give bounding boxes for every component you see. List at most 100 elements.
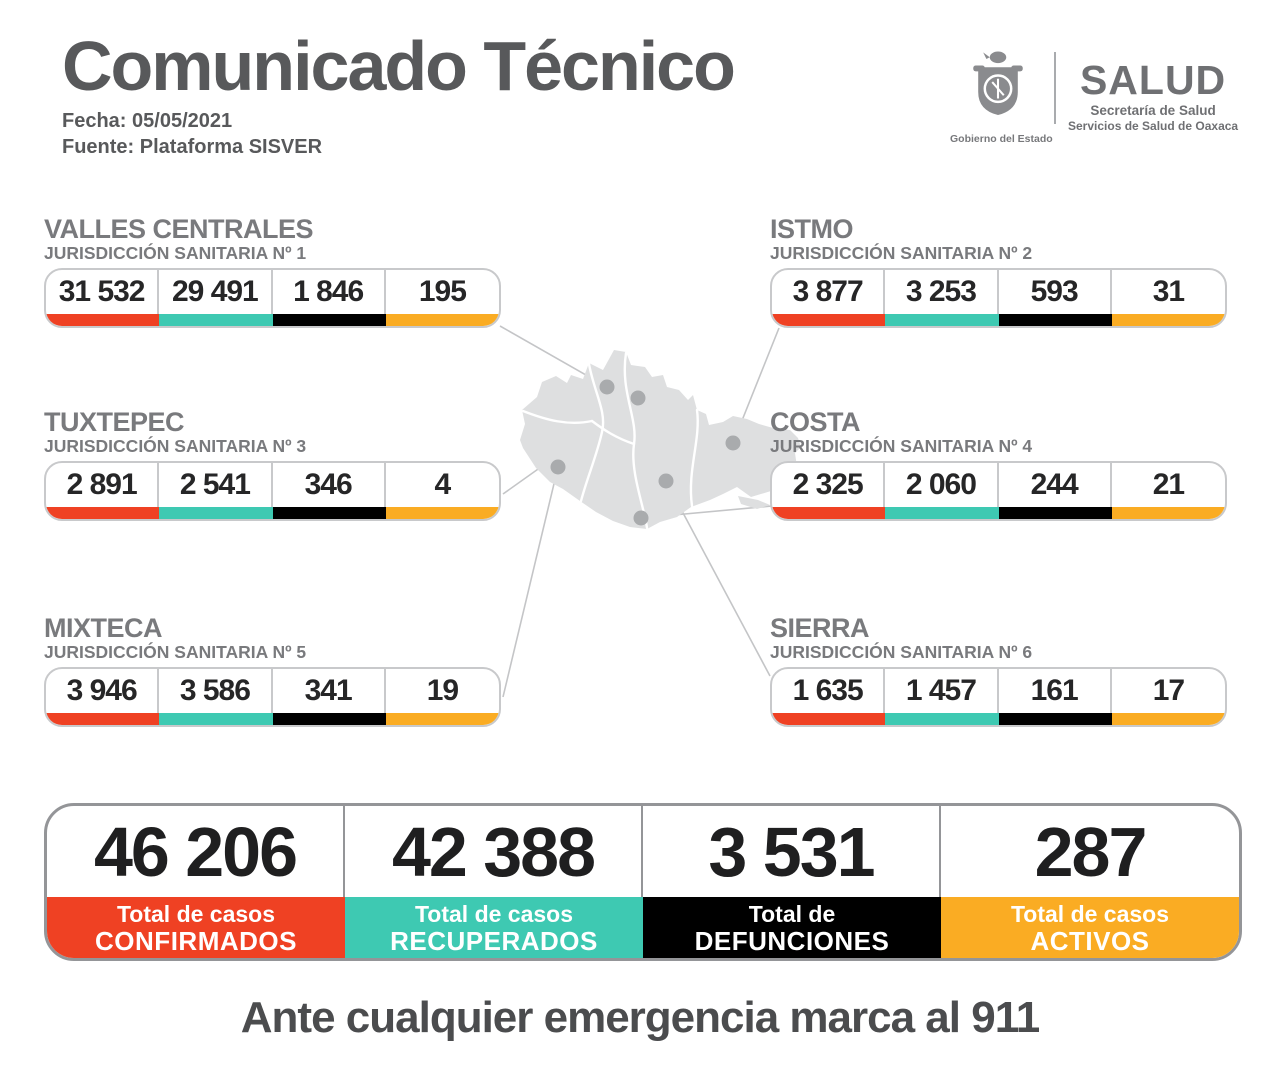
total-active-label: Total de casos ACTIVOS <box>941 897 1239 958</box>
map-connector-lines <box>499 325 780 698</box>
logo-subtitle-2: Servicios de Salud de Oaxaca <box>1068 119 1239 133</box>
total-active-value: 287 <box>1034 812 1148 891</box>
total-deaths: 3 531 Total de DEFUNCIONES <box>643 806 941 958</box>
lagoon-shape <box>738 496 770 509</box>
recovered-strip <box>159 713 273 725</box>
totals-bar: 46 206 Total de casos CONFIRMADOS 42 388… <box>44 803 1242 961</box>
state-shape <box>520 350 801 529</box>
stat-recovered: 3 253 <box>885 270 999 326</box>
stat-active: 21 <box>1111 463 1225 519</box>
stat-deaths: 593 <box>998 270 1112 326</box>
logo-text: SALUD Secretaría de Salud Servicios de S… <box>1068 48 1238 145</box>
recovered-strip <box>159 507 273 519</box>
map-marker-mixteca <box>550 459 566 475</box>
stat-deaths: 346 <box>272 463 386 519</box>
map-marker-costa <box>633 510 649 526</box>
region-jurisdiction: JURISDICCIÓN SANITARIA Nº 5 <box>44 642 307 662</box>
stat-deaths: 161 <box>998 669 1112 725</box>
stat-confirmed: 3 877 <box>772 270 886 326</box>
confirmed-strip <box>46 507 160 519</box>
map-marker-valles-centrales <box>599 379 615 395</box>
recovered-strip <box>885 507 999 519</box>
stat-active: 17 <box>1111 669 1225 725</box>
region-tuxtepec: TUXTEPEC JURISDICCIÓN SANITARIA Nº 3 2 8… <box>44 408 501 521</box>
page-title: Comunicado Técnico <box>62 27 736 105</box>
active-strip <box>385 507 499 519</box>
deaths-strip <box>998 507 1112 519</box>
region-jurisdiction: JURISDICCIÓN SANITARIA Nº 1 <box>44 243 307 263</box>
stat-active: 31 <box>1111 270 1225 326</box>
total-recovered: 42 388 Total de casos RECUPERADOS <box>345 806 643 958</box>
region-stats: 2 891 2 541 346 4 <box>44 461 501 521</box>
salud-wordmark: SALUD <box>1079 57 1227 103</box>
total-recovered-value: 42 388 <box>345 806 643 897</box>
total-confirmed: 46 206 Total de casos CONFIRMADOS <box>47 806 345 958</box>
total-active: 287 Total de casos ACTIVOS <box>941 806 1239 958</box>
stat-confirmed: 2 891 <box>46 463 160 519</box>
jurisdiction-borders <box>521 351 699 530</box>
map-marker-sierra <box>658 473 674 489</box>
confirmed-strip <box>772 507 886 519</box>
map-marker-istmo <box>725 435 741 451</box>
region-jurisdiction: JURISDICCIÓN SANITARIA Nº 6 <box>770 642 1033 662</box>
region-jurisdiction: JURISDICCIÓN SANITARIA Nº 4 <box>770 436 1033 456</box>
stat-confirmed: 1 635 <box>772 669 886 725</box>
region-costa: COSTA JURISDICCIÓN SANITARIA Nº 4 2 325 … <box>770 408 1227 521</box>
stat-active: 19 <box>385 669 499 725</box>
total-deaths-value: 3 531 <box>643 806 941 897</box>
government-label: Gobierno del Estado <box>950 133 1053 145</box>
stat-recovered: 3 586 <box>159 669 273 725</box>
confirmed-strip <box>46 314 160 326</box>
region-stats: 2 325 2 060 244 21 <box>770 461 1227 521</box>
region-valles-centrales: VALLES CENTRALES JURISDICCIÓN SANITARIA … <box>44 215 501 328</box>
deaths-strip <box>272 507 386 519</box>
active-strip <box>1111 713 1225 725</box>
region-name: TUXTEPEC <box>44 407 185 437</box>
stat-deaths: 1 846 <box>272 270 386 326</box>
header: Comunicado Técnico Fecha: 05/05/2021 Fue… <box>62 27 736 160</box>
recovered-strip <box>159 314 273 326</box>
recovered-strip <box>885 314 999 326</box>
stat-confirmed: 31 532 <box>46 270 160 326</box>
map-marker-tuxtepec <box>630 390 646 406</box>
total-recovered-label: Total de casos RECUPERADOS <box>345 897 643 958</box>
deaths-strip <box>998 314 1112 326</box>
stat-recovered: 2 541 <box>159 463 273 519</box>
region-name: MIXTECA <box>44 613 163 643</box>
total-confirmed-value: 46 206 <box>47 806 345 897</box>
deaths-strip <box>272 314 386 326</box>
region-stats: 1 635 1 457 161 17 <box>770 667 1227 727</box>
region-jurisdiction: JURISDICCIÓN SANITARIA Nº 3 <box>44 436 307 456</box>
emergency-message: Ante cualquier emergencia marca al 911 <box>240 993 1040 1042</box>
report-date: Fecha: 05/05/2021 <box>62 110 233 132</box>
stat-deaths: 341 <box>272 669 386 725</box>
region-sierra: SIERRA JURISDICCIÓN SANITARIA Nº 6 1 635… <box>770 614 1227 727</box>
government-crest: Gobierno del Estado <box>950 48 1053 145</box>
deaths-strip <box>272 713 386 725</box>
report-source: Fuente: Plataforma SISVER <box>62 136 323 158</box>
region-jurisdiction: JURISDICCIÓN SANITARIA Nº 2 <box>770 243 1033 263</box>
region-mixteca: MIXTECA JURISDICCIÓN SANITARIA Nº 5 3 94… <box>44 614 501 727</box>
stat-recovered: 2 060 <box>885 463 999 519</box>
stat-deaths: 244 <box>998 463 1112 519</box>
total-deaths-label: Total de DEFUNCIONES <box>643 897 941 958</box>
coat-of-arms-icon <box>973 51 1023 116</box>
region-stats: 31 532 29 491 1 846 195 <box>44 268 501 328</box>
active-strip <box>1111 507 1225 519</box>
region-istmo: ISTMO JURISDICCIÓN SANITARIA Nº 2 3 877 … <box>770 215 1227 328</box>
total-confirmed-label: Total de casos CONFIRMADOS <box>47 897 345 958</box>
confirmed-strip <box>46 713 160 725</box>
stat-active: 195 <box>385 270 499 326</box>
active-strip <box>385 314 499 326</box>
region-name: SIERRA <box>770 613 870 643</box>
confirmed-strip <box>772 713 886 725</box>
logo-subtitle-1: Secretaría de Salud <box>1090 103 1216 118</box>
active-strip <box>1111 314 1225 326</box>
stat-confirmed: 2 325 <box>772 463 886 519</box>
stat-active: 4 <box>385 463 499 519</box>
region-name: VALLES CENTRALES <box>44 214 314 244</box>
deaths-strip <box>998 713 1112 725</box>
region-stats: 3 877 3 253 593 31 <box>770 268 1227 328</box>
stat-recovered: 1 457 <box>885 669 999 725</box>
